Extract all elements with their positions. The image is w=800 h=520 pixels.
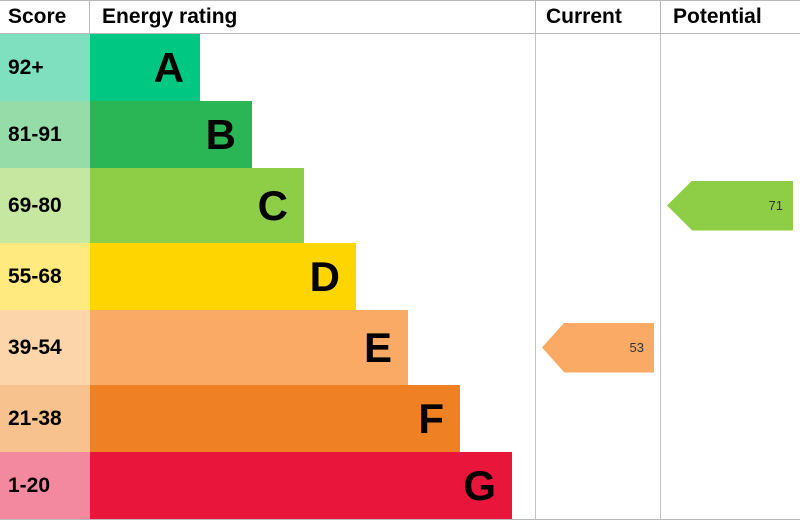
- potential-cell: [660, 452, 800, 519]
- current-cell: [535, 101, 660, 168]
- rating-bar-area: G: [90, 452, 535, 519]
- rating-bar-area: D: [90, 243, 535, 310]
- rating-bar-area: A: [90, 34, 535, 101]
- rating-bar-c: C: [90, 168, 304, 243]
- potential-rating-arrow: 71: [667, 180, 793, 231]
- potential-cell: [660, 310, 800, 385]
- rating-letter: D: [309, 252, 340, 300]
- current-cell: [535, 385, 660, 452]
- band-row-b: 81-91 B: [0, 101, 800, 168]
- current-rating-arrow: 53: [542, 322, 654, 373]
- rating-bar-g: G: [90, 452, 512, 519]
- rating-bar-e: E: [90, 310, 408, 385]
- potential-cell: [660, 34, 800, 101]
- potential-rating-value: 71: [768, 198, 783, 213]
- rating-bar-area: C: [90, 168, 535, 243]
- score-range: 92+: [0, 34, 90, 101]
- score-range: 21-38: [0, 385, 90, 452]
- current-cell: [535, 243, 660, 310]
- score-range: 69-80: [0, 168, 90, 243]
- rating-letter: A: [153, 43, 184, 91]
- rating-bar-d: D: [90, 243, 356, 310]
- band-row-f: 21-38 F: [0, 385, 800, 452]
- rating-bar-area: B: [90, 101, 535, 168]
- rating-letter: G: [463, 461, 496, 509]
- current-cell: [535, 452, 660, 519]
- rating-letter: F: [418, 394, 444, 442]
- band-row-a: 92+ A: [0, 34, 800, 101]
- potential-column-header: Potential: [660, 1, 800, 33]
- rating-bar-a: A: [90, 34, 200, 101]
- current-column-header: Current: [535, 1, 660, 33]
- band-row-e: 39-54 E 53: [0, 310, 800, 385]
- band-row-g: 1-20 G: [0, 452, 800, 519]
- rating-bar-area: E: [90, 310, 535, 385]
- score-range: 55-68: [0, 243, 90, 310]
- energy-rating-column-header: Energy rating: [102, 5, 238, 28]
- rating-letter: C: [257, 181, 288, 229]
- band-rows: 92+ A 81-91 B 69-80 C 71 55-68 D 39-54 E 53 21-38 F 1-…: [0, 34, 800, 519]
- score-range: 39-54: [0, 310, 90, 385]
- current-cell: [535, 168, 660, 243]
- current-cell: 53: [535, 310, 660, 385]
- band-row-d: 55-68 D: [0, 243, 800, 310]
- rating-bar-b: B: [90, 101, 252, 168]
- chart-header: Score Energy rating Current Potential: [0, 0, 800, 34]
- band-row-c: 69-80 C 71: [0, 168, 800, 243]
- potential-cell: [660, 385, 800, 452]
- potential-cell: [660, 101, 800, 168]
- score-column-header: Score: [0, 1, 90, 33]
- potential-cell: [660, 243, 800, 310]
- rating-letter: E: [363, 323, 392, 371]
- potential-cell: 71: [660, 168, 800, 243]
- score-range: 1-20: [0, 452, 90, 519]
- score-range: 81-91: [0, 101, 90, 168]
- current-cell: [535, 34, 660, 101]
- rating-letter: B: [205, 110, 236, 158]
- rating-bar-area: F: [90, 385, 535, 452]
- rating-bar-f: F: [90, 385, 460, 452]
- current-rating-value: 53: [629, 340, 644, 355]
